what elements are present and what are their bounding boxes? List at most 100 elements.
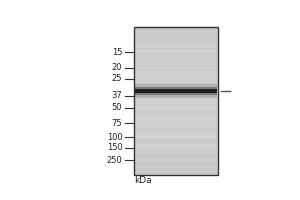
Bar [134, 117, 218, 118]
Text: 150: 150 [106, 143, 122, 152]
Bar [134, 78, 218, 79]
Bar [134, 85, 218, 86]
Text: 25: 25 [112, 74, 122, 83]
Bar [134, 89, 218, 90]
Bar [134, 129, 218, 131]
Bar [134, 118, 218, 119]
Bar [134, 95, 218, 96]
Bar [134, 161, 218, 163]
Bar [134, 144, 218, 145]
Bar [134, 44, 218, 46]
Bar [134, 140, 218, 142]
Bar [135, 84, 217, 98]
Bar [134, 108, 218, 110]
Bar [134, 92, 218, 94]
Bar [134, 168, 218, 169]
Bar [134, 91, 218, 92]
Bar [134, 97, 218, 99]
Bar [134, 123, 218, 124]
Bar [134, 68, 218, 69]
Bar [134, 27, 218, 28]
Bar [134, 86, 218, 87]
Bar [134, 60, 218, 62]
Bar [134, 101, 218, 102]
Bar [134, 65, 218, 67]
Bar [134, 32, 218, 33]
Bar [134, 42, 218, 43]
Bar [134, 131, 218, 132]
Bar [134, 170, 218, 171]
Bar [134, 169, 218, 170]
Bar [134, 47, 218, 48]
Bar [134, 71, 218, 73]
Text: 15: 15 [112, 48, 122, 57]
Bar [134, 70, 218, 71]
Bar [134, 34, 218, 36]
Bar [134, 90, 218, 91]
Bar [134, 149, 218, 150]
Bar [134, 63, 218, 64]
Bar [134, 165, 218, 166]
Text: 37: 37 [112, 91, 122, 100]
Bar [134, 153, 218, 154]
Bar [134, 100, 218, 101]
Bar [134, 38, 218, 39]
Bar [134, 105, 218, 106]
Bar [134, 154, 218, 155]
Bar [134, 102, 218, 103]
Bar [134, 28, 218, 30]
Bar [134, 52, 218, 53]
Text: 75: 75 [112, 119, 122, 128]
Bar [134, 53, 218, 54]
Bar [134, 124, 218, 126]
Bar [134, 171, 218, 172]
Bar [134, 57, 218, 58]
Bar [134, 155, 218, 156]
Bar [134, 62, 218, 63]
Bar [134, 37, 218, 38]
Bar [134, 75, 218, 76]
Bar [134, 134, 218, 135]
Bar [134, 31, 218, 32]
Bar [134, 147, 218, 148]
Bar [134, 64, 218, 65]
Bar [134, 137, 218, 138]
Bar [135, 87, 217, 95]
Bar [134, 107, 218, 108]
Bar [134, 156, 218, 158]
Bar [134, 106, 218, 107]
Bar [134, 148, 218, 149]
Bar [134, 116, 218, 117]
Bar [134, 87, 218, 89]
Bar [134, 133, 218, 134]
Bar [134, 138, 218, 139]
Bar [134, 46, 218, 47]
Bar [134, 80, 218, 81]
Bar [134, 59, 218, 60]
Bar [134, 122, 218, 123]
Bar [134, 113, 218, 115]
Bar [134, 84, 218, 85]
Text: 250: 250 [106, 156, 122, 165]
Bar [135, 89, 217, 93]
Bar [134, 127, 218, 128]
Bar [134, 39, 218, 41]
Bar [134, 139, 218, 140]
Text: 50: 50 [112, 103, 122, 112]
Bar [134, 128, 218, 129]
Bar [134, 132, 218, 133]
Bar [134, 103, 218, 105]
Bar [134, 79, 218, 80]
Bar [134, 145, 218, 147]
Bar [134, 76, 218, 78]
Bar [134, 126, 218, 127]
Bar [134, 119, 218, 121]
Text: kDa: kDa [134, 176, 152, 185]
Bar [134, 164, 218, 165]
Bar [134, 58, 218, 59]
Bar [134, 143, 218, 144]
Bar [134, 48, 218, 49]
Bar [134, 67, 218, 68]
Bar [134, 81, 218, 83]
Bar [134, 30, 218, 31]
